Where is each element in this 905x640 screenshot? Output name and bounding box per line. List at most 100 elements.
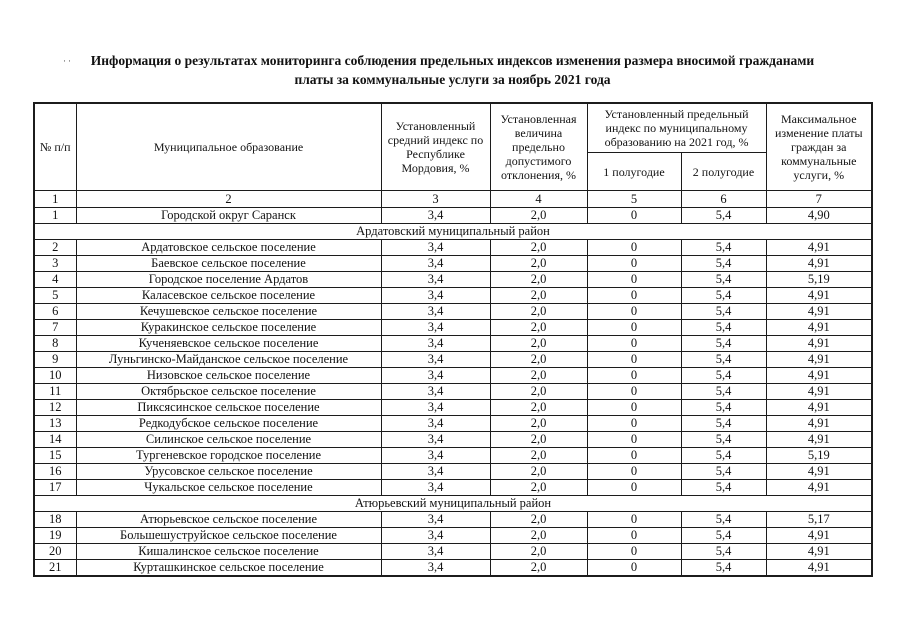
cell-dev: 2,0 [489,255,588,273]
table-row: 6 Кечушевское сельское поселение 3,4 2,0 0 5,… [33,303,873,321]
cell-name: Каласевское сельское поселение [75,287,382,305]
header-deviation: Установленная величина предельно допусти… [489,102,588,192]
cell-max: 4,91 [765,543,873,561]
table-row: 10 Низовское сельское поселение 3,4 2,0 0 5,4… [33,367,873,385]
cell-num: 6 [33,303,77,321]
cell-dev: 2,0 [489,479,588,497]
cell-h2: 5,4 [680,543,767,561]
cell-num: 4 [33,271,77,289]
scan-artifact: ·· [63,56,73,66]
cell-avg: 3,4 [380,511,491,529]
cell-h2: 5,4 [680,559,767,577]
header-half1: 1 полугодие [586,152,682,192]
cell-name: Кученяевское сельское поселение [75,335,382,353]
cell-name: Атюрьевское сельское поселение [75,511,382,529]
cell-avg: 3,4 [380,351,491,369]
table-row: 9 Луньгинско-Майданское сельское поселени… [33,351,873,369]
table-row: 15 Тургеневское городское поселение 3,4 2,0… [33,447,873,465]
cell-avg: 3,4 [380,303,491,321]
cell-name: Куракинское сельское поселение [75,319,382,337]
cell-num: 11 [33,383,77,401]
title-line-2: платы за коммунальные услуги за ноябрь 2… [294,71,611,87]
cell-num: 2 [33,239,77,257]
cell-max: 5,19 [765,271,873,289]
table-row: 2 Ардатовское сельское поселение 3,4 2,0 0 5,… [33,239,873,257]
cell-h2: 5,4 [680,463,767,481]
column-number: 4 [489,190,588,209]
cell-h2: 5,4 [680,399,767,417]
table-row: 14 Силинское сельское поселение 3,4 2,0 0 5,4… [33,431,873,449]
cell-num: 16 [33,463,77,481]
cell-dev: 2,0 [489,319,588,337]
section-title: Атюрьевский муниципальный район [33,495,873,513]
cell-max: 4,91 [765,559,873,577]
document-title: Информация о результатах мониторинга соб… [0,0,905,90]
cell-h2: 5,4 [680,351,767,369]
cell-h2: 5,4 [680,239,767,257]
cell-name: Урусовское сельское поселение [75,463,382,481]
cell-avg: 3,4 [380,415,491,433]
cell-h1: 0 [586,255,682,273]
cell-num: 10 [33,367,77,385]
table-row: 4 Городское поселение Ардатов 3,4 2,0 0 5,4 5,… [33,271,873,289]
cell-dev: 2,0 [489,415,588,433]
cell-h2: 5,4 [680,319,767,337]
cell-num: 5 [33,287,77,305]
cell-dev: 2,0 [489,303,588,321]
cell-dev: 2,0 [489,287,588,305]
cell-max: 4,91 [765,431,873,449]
cell-h1: 0 [586,303,682,321]
cell-h1: 0 [586,559,682,577]
cell-name: Низовское сельское поселение [75,367,382,385]
table-row: 8 Кученяевское сельское поселение 3,4 2,0 0 5… [33,335,873,353]
cell-avg: 3,4 [380,207,491,225]
cell-max: 4,91 [765,383,873,401]
cell-h1: 0 [586,367,682,385]
table-row: 3 Баевское сельское поселение 3,4 2,0 0 5,4 4,… [33,255,873,273]
header-half2: 2 полугодие [680,152,767,192]
title-line-1: Информация о результатах мониторинга соб… [90,53,815,68]
cell-h2: 5,4 [680,335,767,353]
cell-avg: 3,4 [380,447,491,465]
cell-avg: 3,4 [380,255,491,273]
cell-h2: 5,4 [680,287,767,305]
cell-h1: 0 [586,287,682,305]
cell-name: Курташкинское сельское поселение [75,559,382,577]
cell-dev: 2,0 [489,543,588,561]
cell-h2: 5,4 [680,271,767,289]
cell-avg: 3,4 [380,335,491,353]
table-row: 13 Редкодубское сельское поселение 3,4 2,0 0… [33,415,873,433]
cell-max: 4,91 [765,335,873,353]
table-body: 1 Городской округ Саранск 3,4 2,0 0 5,4 4,90 Ар… [33,207,873,577]
cell-max: 4,91 [765,255,873,273]
cell-name: Кишалинское сельское поселение [75,543,382,561]
cell-h1: 0 [586,527,682,545]
cell-num: 12 [33,399,77,417]
cell-max: 4,91 [765,527,873,545]
cell-max: 4,91 [765,287,873,305]
cell-avg: 3,4 [380,543,491,561]
cell-h1: 0 [586,239,682,257]
cell-avg: 3,4 [380,399,491,417]
cell-dev: 2,0 [489,239,588,257]
cell-dev: 2,0 [489,559,588,577]
cell-name: Баевское сельское поселение [75,255,382,273]
header-limit-group: Установленный предельный индекс по муниц… [586,102,767,154]
section-title: Ардатовский муниципальный район [33,223,873,241]
cell-max: 4,91 [765,367,873,385]
cell-dev: 2,0 [489,511,588,529]
cell-h2: 5,4 [680,447,767,465]
cell-max: 4,90 [765,207,873,225]
cell-name: Силинское сельское поселение [75,431,382,449]
cell-num: 1 [33,207,77,225]
column-number: 6 [680,190,767,209]
cell-name: Редкодубское сельское поселение [75,415,382,433]
cell-max: 4,91 [765,319,873,337]
column-number: 1 [33,190,77,209]
column-number-row: 1 2 3 4 5 6 7 [33,190,873,209]
cell-max: 4,91 [765,463,873,481]
cell-h1: 0 [586,415,682,433]
monitoring-table: № п/п Муниципальное образование Установл… [33,101,873,578]
header-row-top: № п/п Муниципальное образование Установл… [33,102,873,192]
